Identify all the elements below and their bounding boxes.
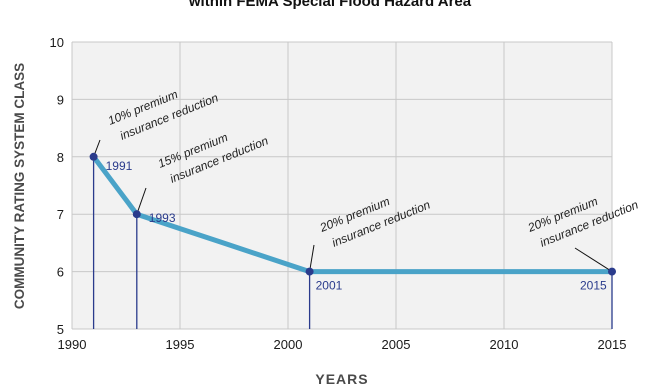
point-label: 2001 [316, 279, 343, 293]
y-tick-label: 7 [57, 207, 64, 222]
x-tick-labels: 1990 1995 2000 2005 2010 2015 [58, 337, 627, 352]
annotation-leader [309, 244, 315, 272]
plot-area [72, 42, 612, 329]
y-tick-label: 6 [57, 265, 64, 280]
x-tick-label: 2010 [490, 337, 519, 352]
series-line [91, 154, 615, 275]
point-labels: 1991 1993 2001 2015 [106, 159, 607, 293]
x-tick-label: 2000 [274, 337, 303, 352]
point-label: 2015 [580, 279, 607, 293]
x-axis-label: YEARS [315, 371, 368, 387]
data-point-marker [132, 210, 141, 219]
y-tick-label: 8 [57, 150, 64, 165]
y-axis-label: COMMUNITY RATING SYSTEM CLASS [12, 63, 27, 309]
x-tick-label: 1990 [58, 337, 87, 352]
y-tick-label: 9 [57, 92, 64, 107]
point-label: 1993 [149, 211, 176, 225]
y-tick-label: 10 [50, 35, 64, 50]
x-tick-label: 1995 [166, 337, 195, 352]
x-tick-label: 2015 [598, 337, 627, 352]
data-point-marker [608, 267, 616, 276]
x-tick-label: 2005 [382, 337, 411, 352]
annotation-leader [574, 247, 613, 273]
chart-title: within FEMA Special Flood Hazard Area [188, 0, 472, 10]
data-point-marker [305, 267, 314, 276]
point-label: 1991 [106, 159, 133, 173]
y-tick-labels: 5 6 7 8 9 10 [50, 35, 64, 337]
annotation-leader [136, 187, 147, 215]
data-point-marker [89, 152, 98, 161]
markers [89, 152, 616, 276]
drop-lines [92, 156, 613, 329]
y-tick-label: 5 [57, 322, 64, 337]
grid [71, 41, 613, 330]
